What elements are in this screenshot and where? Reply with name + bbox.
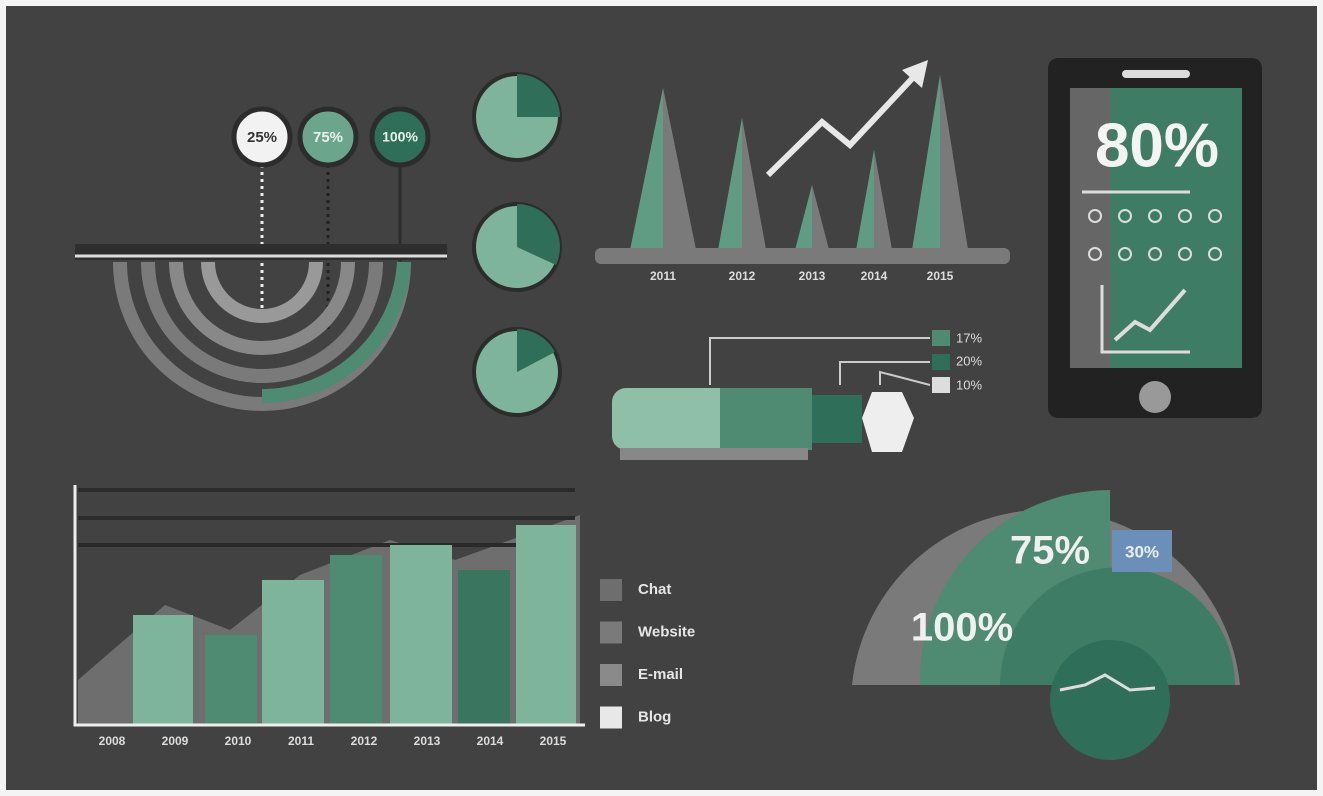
- axis: [73, 485, 585, 727]
- cone-chart: 2011 2012 2013 2014 2015: [595, 60, 1010, 283]
- badge: [369, 106, 431, 168]
- half-circle-chart: 75% 30% 100%: [852, 490, 1240, 760]
- legend-label: Chat: [638, 581, 671, 598]
- phone: 80%: [1048, 58, 1262, 418]
- swatch: [932, 377, 950, 393]
- year-label: 2013: [414, 734, 441, 748]
- cylinder-label: 17%: [956, 330, 982, 345]
- year-label: 2011: [288, 734, 314, 748]
- legend-swatch: [600, 706, 622, 729]
- year-label: 2015: [540, 734, 567, 748]
- year-label: 2012: [729, 269, 756, 283]
- segment: [1000, 567, 1235, 685]
- box-label: 30%: [1125, 542, 1159, 561]
- bar: [262, 580, 324, 725]
- pie-slice: [517, 329, 555, 372]
- cylinder-group: 17% 20% 10%: [612, 330, 982, 460]
- badge-label: 100%: [382, 129, 418, 145]
- year-label: 2015: [927, 269, 954, 283]
- legend-label: Blog: [638, 708, 671, 725]
- area: [78, 515, 580, 725]
- cylinder-label: 10%: [956, 377, 982, 392]
- legend-swatch: [600, 579, 622, 601]
- year-label: 2010: [225, 734, 252, 748]
- bar-area-chart: 2008 2009 2010 2011 2012 2013 2014 2015 Chat Webs…: [73, 485, 695, 748]
- cylinder-label: 20%: [956, 353, 982, 368]
- pie-group: [472, 72, 562, 417]
- arc-accent: [261, 261, 411, 404]
- mini-axis: [1100, 285, 1190, 354]
- legend-label: E-mail: [638, 666, 683, 683]
- outer-label: 100%: [911, 606, 1013, 650]
- bar: [458, 570, 510, 725]
- swatch: [932, 330, 950, 346]
- year-label: 2008: [99, 734, 126, 748]
- arc: [169, 261, 355, 355]
- people-icons: [1088, 209, 1222, 261]
- value-box: [1112, 530, 1172, 572]
- cylinder-part: [720, 388, 812, 450]
- badge-label: 75%: [313, 129, 343, 146]
- inner-circle: [1050, 640, 1170, 760]
- cone-shade: [874, 150, 892, 250]
- trend-arrow: [765, 65, 925, 178]
- cone-shade: [663, 88, 696, 250]
- grid: [78, 488, 575, 547]
- year-label: 2014: [477, 734, 504, 748]
- cone-shade: [940, 75, 968, 250]
- bar-track: [75, 244, 447, 260]
- home-button: [1139, 381, 1171, 413]
- connector: [879, 370, 931, 386]
- connector: [839, 361, 930, 385]
- pie-slice: [517, 204, 560, 265]
- connector: [709, 337, 930, 385]
- mini-trend: [1113, 288, 1187, 342]
- baseline: [595, 248, 1010, 264]
- hexagon: [862, 392, 914, 452]
- pie-slice: [517, 74, 560, 117]
- speaker: [1122, 70, 1190, 78]
- badge: [231, 106, 293, 168]
- badge-label: 25%: [247, 129, 277, 146]
- year-label: 2013: [799, 269, 826, 283]
- arc: [201, 261, 323, 323]
- cylinder-part: [812, 395, 862, 443]
- arc: [141, 261, 383, 383]
- cone-shade: [812, 185, 829, 250]
- arrow-head: [902, 60, 928, 88]
- legend-swatch: [600, 621, 622, 644]
- bar: [330, 555, 382, 725]
- year-label: 2012: [351, 734, 378, 748]
- year-label: 2009: [162, 734, 189, 748]
- swatch: [932, 354, 950, 370]
- bar: [205, 635, 257, 725]
- year-label: 2011: [650, 269, 676, 283]
- phone-value: 80%: [1095, 111, 1219, 180]
- legend-swatch: [600, 664, 622, 686]
- inner-label: 75%: [1010, 529, 1090, 573]
- badge-group: 25% 75% 100%: [75, 106, 447, 411]
- mini-trend: [1059, 673, 1156, 692]
- cylinder-shadow: [620, 448, 808, 460]
- cone-shade: [742, 118, 766, 250]
- bar: [390, 545, 452, 725]
- year-label: 2014: [861, 269, 888, 283]
- legend-label: Website: [638, 623, 695, 640]
- badge: [297, 106, 359, 168]
- bar: [133, 615, 193, 725]
- bar: [516, 525, 576, 725]
